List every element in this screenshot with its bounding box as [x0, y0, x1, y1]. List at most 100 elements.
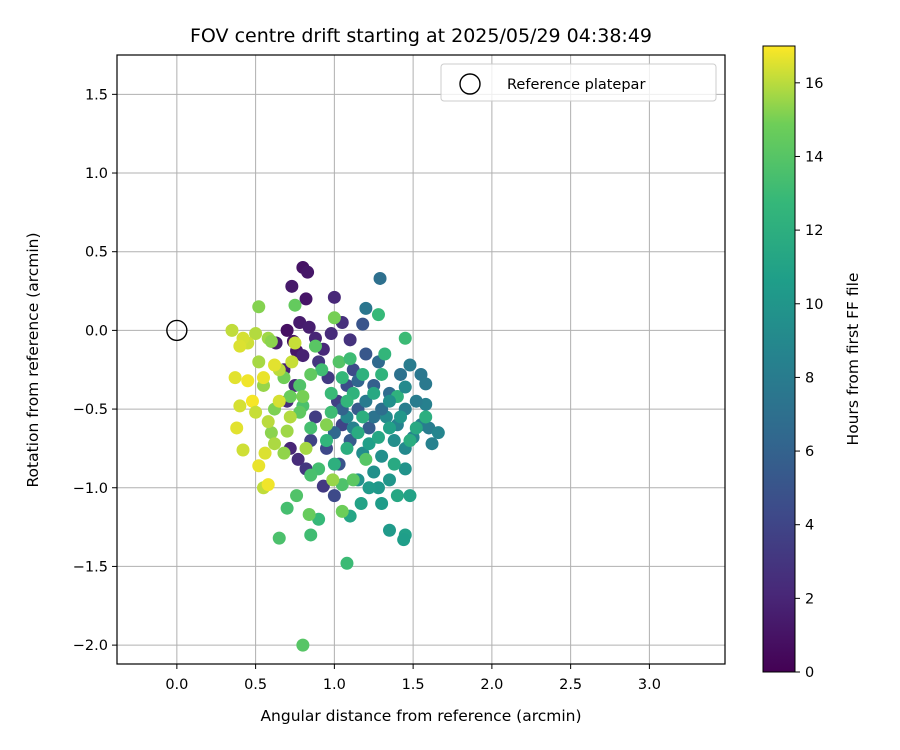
- x-axis-label: Angular distance from reference (arcmin): [260, 707, 581, 725]
- data-point: [261, 478, 275, 492]
- data-point: [228, 371, 242, 385]
- colorbar-tick-label: 0: [805, 665, 814, 681]
- y-tick-label: −0.5: [73, 402, 108, 418]
- grid-lines: [117, 55, 725, 664]
- data-point: [299, 292, 313, 306]
- data-point: [280, 323, 294, 337]
- data-point: [356, 317, 370, 331]
- data-point: [382, 523, 396, 537]
- data-point: [359, 347, 373, 361]
- data-point: [373, 271, 387, 285]
- data-point: [241, 374, 255, 388]
- data-point: [382, 473, 396, 487]
- colorbar-tick-label: 16: [805, 76, 823, 92]
- data-point: [327, 426, 341, 440]
- data-point: [340, 556, 354, 570]
- data-point: [304, 421, 318, 435]
- data-point: [301, 265, 315, 279]
- colorbar-gradient: [762, 45, 796, 673]
- x-tick-label: 2.0: [480, 677, 503, 693]
- data-point: [233, 399, 247, 413]
- data-point: [324, 327, 338, 341]
- data-point: [375, 367, 389, 381]
- data-point: [335, 504, 349, 518]
- colorbar-tick-label: 6: [805, 444, 814, 460]
- data-point: [419, 410, 433, 424]
- data-point: [378, 347, 392, 361]
- data-point: [308, 410, 322, 424]
- data-point: [296, 349, 310, 363]
- data-point: [302, 320, 316, 334]
- data-point: [252, 355, 266, 369]
- colorbar-tick-label: 4: [805, 518, 814, 534]
- data-point: [390, 489, 404, 503]
- data-point: [362, 481, 376, 495]
- colorbar-tick-label: 14: [805, 149, 823, 165]
- colorbar-ticks: 0 2 4 6 8 10 12 14 16: [795, 76, 823, 681]
- data-point: [403, 434, 417, 448]
- data-point: [302, 508, 316, 522]
- data-point: [367, 386, 381, 400]
- y-tick-label: −1.5: [73, 559, 108, 575]
- data-point: [419, 377, 433, 391]
- data-point: [375, 449, 389, 463]
- data-point: [356, 367, 370, 381]
- data-point: [236, 443, 250, 457]
- data-point: [272, 531, 286, 545]
- legend: Reference platepar: [440, 63, 717, 102]
- data-point: [277, 446, 291, 460]
- data-point: [371, 308, 385, 322]
- colorbar-label: Hours from first FF file: [844, 273, 862, 446]
- data-point: [252, 300, 266, 314]
- data-point: [362, 437, 376, 451]
- data-point: [245, 394, 259, 408]
- data-point: [315, 363, 329, 377]
- y-tick-label: 0.0: [85, 323, 108, 339]
- data-point: [356, 410, 370, 424]
- data-point: [290, 489, 304, 503]
- y-tick-label: −2.0: [73, 638, 108, 654]
- data-point: [291, 452, 305, 466]
- data-point: [319, 418, 333, 432]
- data-point: [367, 465, 381, 479]
- data-point: [359, 452, 373, 466]
- data-point: [285, 355, 299, 369]
- data-point: [362, 421, 376, 435]
- data-point: [382, 421, 396, 435]
- data-point: [327, 457, 341, 471]
- data-point: [398, 331, 412, 345]
- data-point: [285, 279, 299, 293]
- data-point: [351, 426, 365, 440]
- data-point: [375, 402, 389, 416]
- data-point: [394, 410, 408, 424]
- reference-marker: [166, 319, 188, 342]
- data-point: [425, 437, 439, 451]
- data-point: [304, 367, 318, 381]
- data-point: [371, 481, 385, 495]
- data-point: [252, 459, 266, 473]
- data-point: [324, 405, 338, 419]
- data-point: [354, 496, 368, 510]
- data-point: [264, 334, 278, 348]
- chart-title: FOV centre drift starting at 2025/05/29 …: [190, 25, 652, 47]
- data-point: [387, 434, 401, 448]
- data-point: [249, 405, 263, 419]
- data-point: [296, 638, 310, 652]
- data-point: [272, 394, 286, 408]
- data-point: [324, 386, 338, 400]
- data-point: [230, 421, 244, 435]
- data-point: [233, 339, 247, 353]
- data-point: [268, 358, 282, 372]
- data-point: [308, 339, 322, 353]
- data-point: [394, 367, 408, 381]
- data-point: [319, 434, 333, 448]
- x-axis-ticks: 0.0 0.5 1.0 1.5 2.0 2.5 3.0: [165, 664, 661, 693]
- legend-box: [440, 63, 717, 102]
- data-point: [367, 410, 381, 424]
- data-point: [249, 327, 263, 341]
- data-point: [397, 533, 411, 547]
- data-point: [225, 323, 239, 337]
- data-point: [327, 489, 341, 503]
- data-point: [283, 410, 297, 424]
